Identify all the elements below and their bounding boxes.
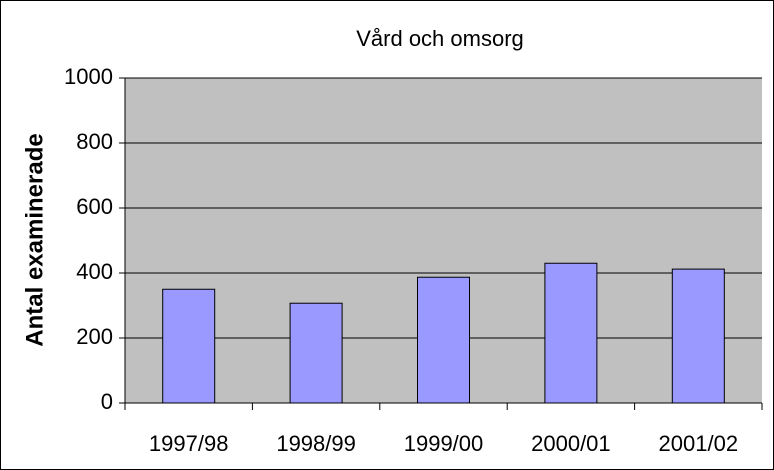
x-tick-label: 1997/98: [149, 431, 229, 456]
y-tick-label: 400: [76, 259, 113, 284]
bar: [544, 262, 598, 404]
y-tick-label: 1000: [64, 64, 113, 89]
y-axis-label: Antal examinerade: [21, 133, 48, 346]
y-tick-label: 0: [101, 389, 113, 414]
bar: [417, 276, 470, 404]
x-tick-label: 2000/01: [531, 431, 611, 456]
x-tick-label: 1998/99: [276, 431, 356, 456]
y-tick-label: 200: [76, 324, 113, 349]
y-tick-label: 800: [76, 129, 113, 154]
bar: [289, 302, 343, 404]
y-tick-label: 600: [76, 194, 113, 219]
chart-title: Vård och omsorg: [356, 26, 524, 51]
bar: [162, 288, 216, 404]
x-tick-label: 1999/00: [404, 431, 484, 456]
bar: [671, 268, 725, 404]
x-tick-label: 2001/02: [659, 431, 739, 456]
